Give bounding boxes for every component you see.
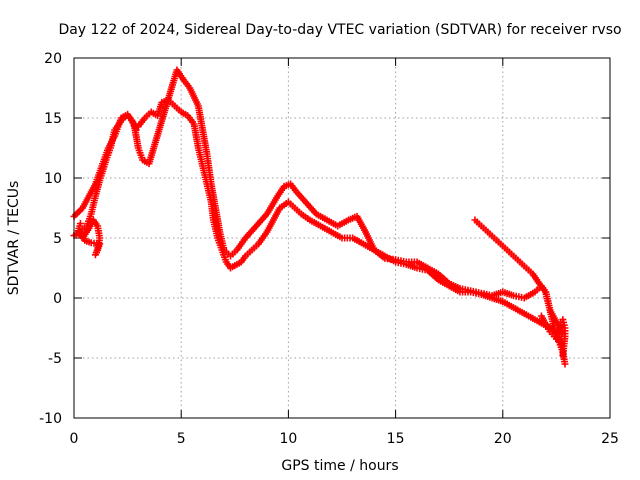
y-tick-label: 5	[53, 231, 62, 247]
y-tick-label: 15	[44, 111, 62, 127]
x-tick-label: 15	[387, 431, 405, 447]
y-axis-label: SDTVAR / TECUs	[6, 181, 22, 296]
data-point-tail-cluster	[559, 352, 567, 360]
tick-labels: 0 5 10 15 20 25 -10 -5 0 5 10 15 20	[39, 51, 619, 447]
data-point-late-branch	[561, 360, 569, 368]
chart-title: Day 122 of 2024, Sidereal Day-to-day VTE…	[58, 22, 621, 38]
x-tick-label: 5	[177, 431, 186, 447]
x-tick-label: 20	[494, 431, 512, 447]
data-point-early-branch	[76, 220, 84, 228]
plot-frame	[73, 57, 611, 419]
y-tick-label: -5	[48, 351, 62, 367]
y-tick-label: -10	[39, 411, 62, 427]
x-tick-label: 10	[279, 431, 297, 447]
y-tick-label: 0	[53, 291, 62, 307]
data-marks	[70, 66, 569, 368]
x-tick-label: 0	[70, 431, 79, 447]
x-tick-label: 25	[601, 431, 619, 447]
y-tick-label: 10	[44, 171, 62, 187]
x-axis-label: GPS time / hours	[281, 458, 398, 474]
y-tick-label: 20	[44, 51, 62, 67]
